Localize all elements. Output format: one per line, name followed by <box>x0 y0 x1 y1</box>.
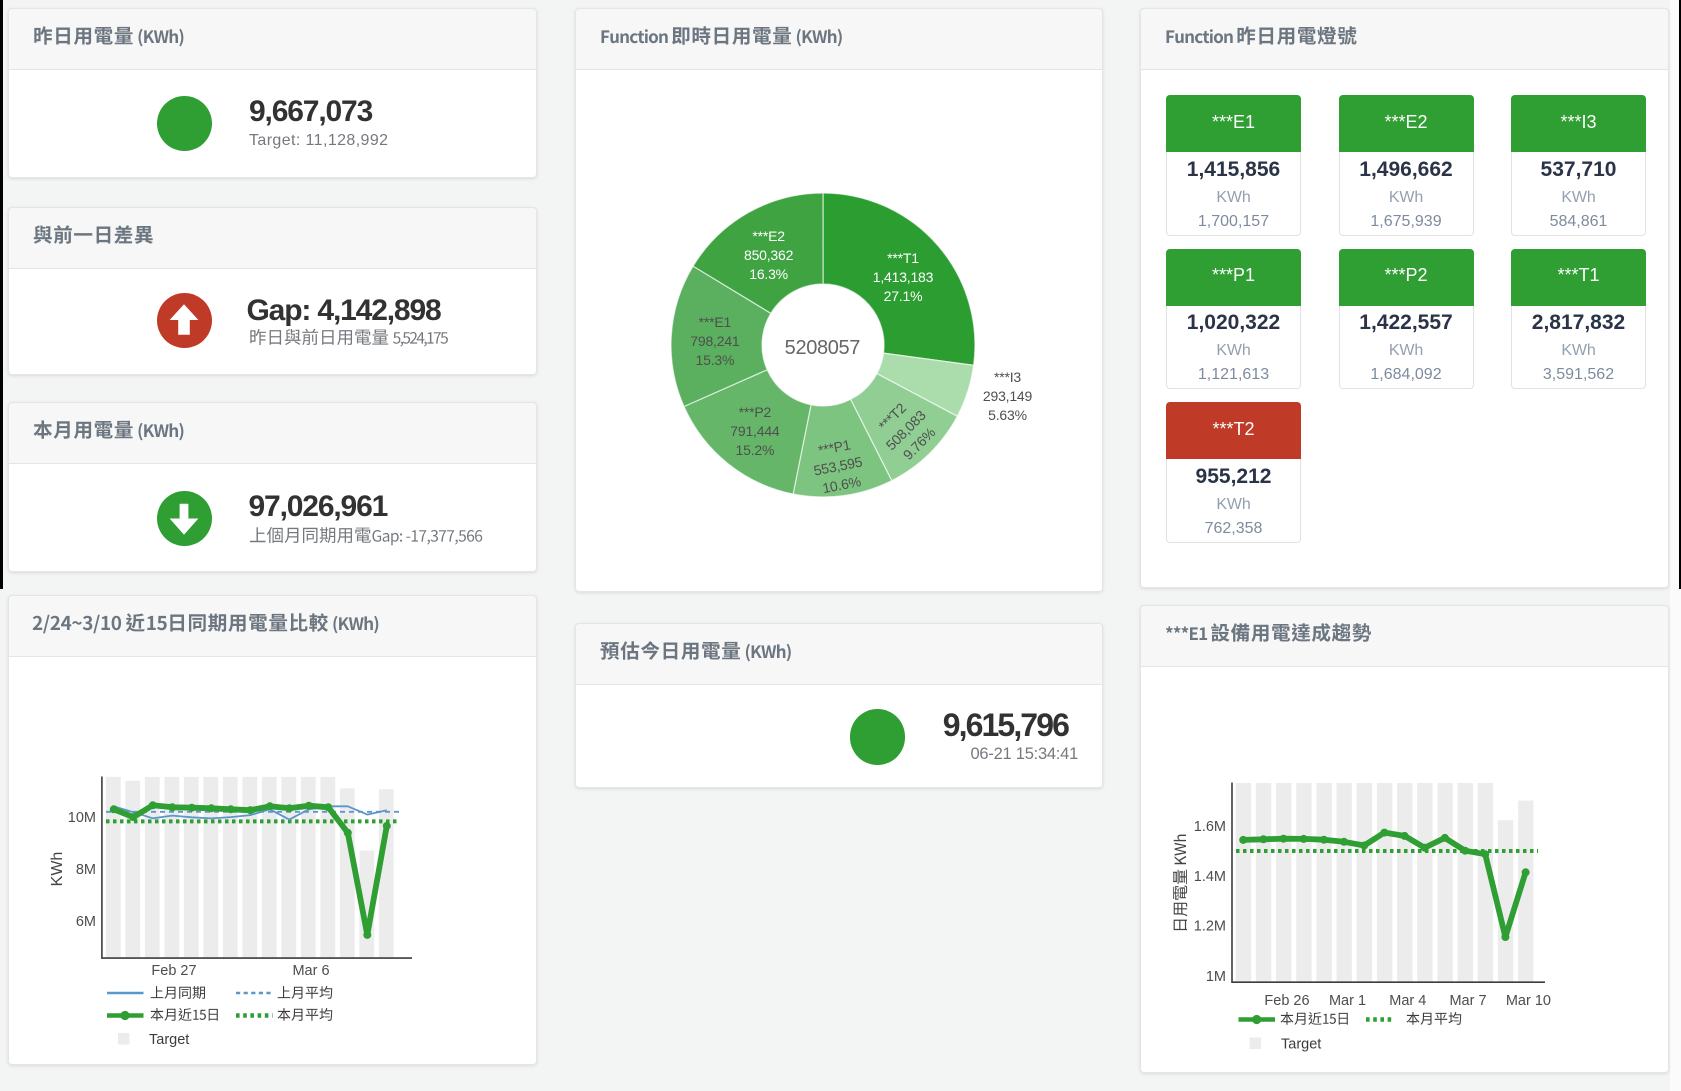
svg-text:Mar 1: Mar 1 <box>1329 993 1366 1009</box>
svg-text:1.2M: 1.2M <box>1194 919 1226 935</box>
svg-text:Mar 7: Mar 7 <box>1449 993 1486 1009</box>
svg-text:Target: Target <box>149 1032 189 1048</box>
svg-text:1M: 1M <box>1206 969 1226 985</box>
svg-text:10M: 10M <box>68 810 96 826</box>
svg-text:Feb 26: Feb 26 <box>1264 993 1309 1009</box>
svg-text:1.4M: 1.4M <box>1194 869 1226 885</box>
svg-text:8M: 8M <box>76 862 96 878</box>
svg-text:Target: Target <box>1281 1037 1321 1053</box>
svg-text:Feb 27: Feb 27 <box>151 963 196 979</box>
svg-text:Mar 4: Mar 4 <box>1389 993 1426 1009</box>
svg-text:6M: 6M <box>76 914 96 930</box>
svg-text:KWh: KWh <box>49 852 66 887</box>
svg-text:Mar 10: Mar 10 <box>1506 993 1551 1009</box>
svg-text:1.6M: 1.6M <box>1194 819 1226 835</box>
svg-text:Mar 6: Mar 6 <box>292 963 329 979</box>
